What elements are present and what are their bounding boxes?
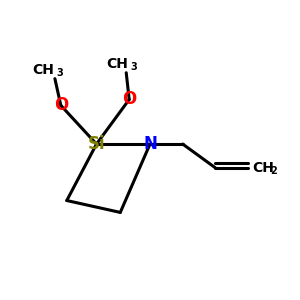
Text: 3: 3 [56, 68, 63, 78]
Text: O: O [122, 91, 136, 109]
Text: O: O [54, 96, 68, 114]
Text: CH: CH [253, 161, 274, 175]
Text: 2: 2 [270, 167, 277, 176]
Text: Si: Si [88, 135, 105, 153]
Text: CH: CH [32, 63, 54, 77]
Text: N: N [143, 135, 157, 153]
Text: 3: 3 [130, 62, 137, 72]
Text: CH: CH [106, 57, 128, 71]
